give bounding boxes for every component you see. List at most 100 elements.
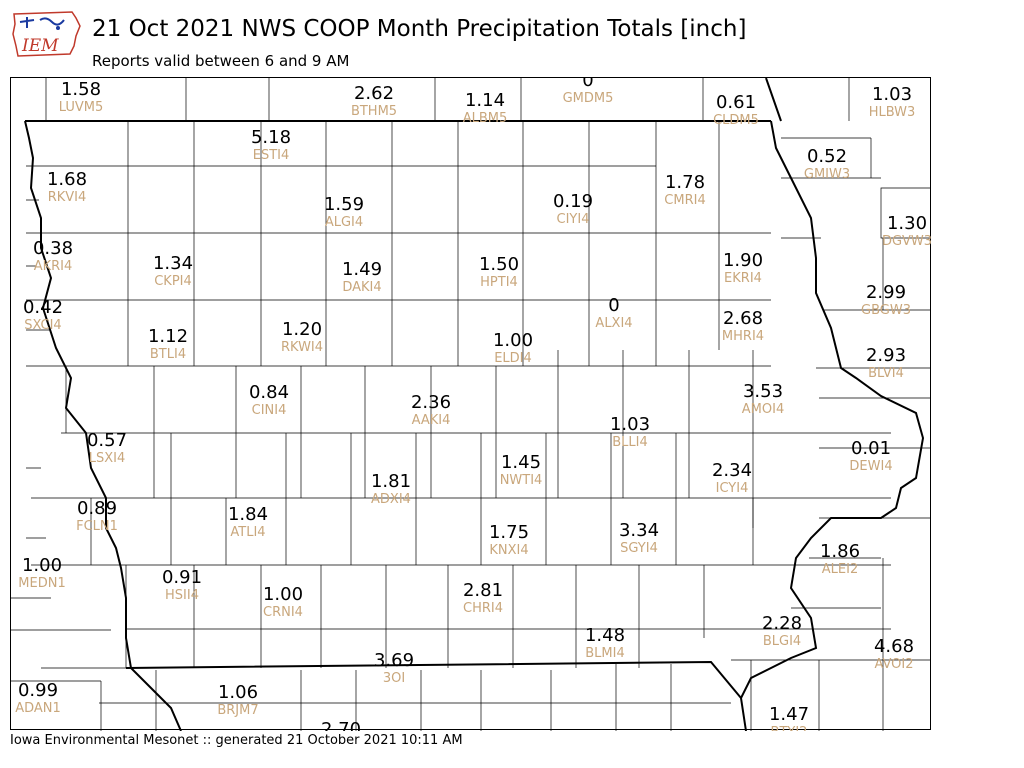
station-id-esti4: ESTI4 xyxy=(253,148,290,163)
station-value-knxi4: 1.75 xyxy=(489,522,529,543)
station-value-gbgw3: 2.99 xyxy=(866,282,906,303)
station-id-amoi4: AMOI4 xyxy=(742,402,784,417)
station-value-btyi2: 1.47 xyxy=(769,704,809,725)
station-id-akri4: AKRI4 xyxy=(34,259,73,274)
station-id-eldi4: ELDI4 xyxy=(494,351,532,366)
map-subtitle: Reports valid between 6 and 9 AM xyxy=(92,52,350,70)
station-value-brjm7: 1.06 xyxy=(218,682,258,703)
station-id-mhri4: MHRI4 xyxy=(722,329,764,344)
station-value-lsxi4: 0.57 xyxy=(87,430,127,451)
station-value-gmiw3: 0.52 xyxy=(807,146,847,167)
station-value-icyi4: 2.34 xyxy=(712,460,752,481)
wind-symbol-shape xyxy=(39,17,65,26)
station-value-mhri4: 2.68 xyxy=(723,308,763,329)
station-value-daki4: 1.49 xyxy=(342,259,382,280)
station-value-hlbw3: 1.03 xyxy=(872,84,912,105)
station-id-blgi4: BLGI4 xyxy=(763,634,801,649)
station-value-ciyi4: 0.19 xyxy=(553,191,593,212)
station-id-bthm5: BTHM5 xyxy=(351,104,397,119)
station-id-alxi4: ALXI4 xyxy=(595,316,632,331)
station-id-hpti4: HPTI4 xyxy=(480,275,518,290)
station-id-blli4: BLLI4 xyxy=(612,435,648,450)
station-value-sxci4: 0.42 xyxy=(23,297,63,318)
station-id-dewi4: DEWI4 xyxy=(849,459,892,474)
station-value-avoi2: 4.68 xyxy=(874,636,914,657)
station-value-aaki4: 2.36 xyxy=(411,392,451,413)
station-id-rkvi4: RKVI4 xyxy=(48,190,87,205)
station-value-dgvw3: 1.30 xyxy=(887,213,927,234)
station-value-algi4: 1.59 xyxy=(324,194,364,215)
station-id-3oi: 3OI xyxy=(383,671,405,686)
station-value-rkvi4: 1.68 xyxy=(47,169,87,190)
station-id-cldm5: CLDM5 xyxy=(713,113,759,128)
station-id-btyi2: BTYI2 xyxy=(771,725,808,731)
station-id-atli4: ATLI4 xyxy=(230,525,265,540)
dot-shape xyxy=(56,26,60,30)
station-id-ekri4: EKRI4 xyxy=(724,271,762,286)
iem-logo: IEM xyxy=(10,6,85,61)
station-id-gmdm5: GMDM5 xyxy=(563,91,614,106)
station-id-cini4: CINI4 xyxy=(252,403,287,418)
station-value-adxi4: 1.81 xyxy=(371,471,411,492)
station-id-sgyi4: SGYI4 xyxy=(620,541,658,556)
station-id-icyi4: ICYI4 xyxy=(716,481,749,496)
station-id-lsxi4: LSXI4 xyxy=(89,451,126,466)
station-id-aaki4: AAKI4 xyxy=(412,413,451,428)
station-id-albm5: ALBM5 xyxy=(463,111,508,126)
station-value-amoi4: 3.53 xyxy=(743,381,783,402)
station-value-btli4: 1.12 xyxy=(148,326,188,347)
station-id-gbgw3: GBGW3 xyxy=(861,303,911,318)
station-id-luvm5: LUVM5 xyxy=(59,100,104,115)
station-value-blmi4: 1.48 xyxy=(585,625,625,646)
station-value-chri4: 2.81 xyxy=(463,580,503,601)
station-value-medn1: 1.00 xyxy=(22,555,62,576)
station-id-ciyi4: CIYI4 xyxy=(557,212,590,227)
map-frame: 1.58 LUVM5 2.62 BTHM5 1.14 ALBM5 0 GMDM5 0.61 CLD… xyxy=(10,77,932,731)
station-value-ekri4: 1.90 xyxy=(723,250,763,271)
station-value-crni4: 1.00 xyxy=(263,584,303,605)
station-id-blvi4: BLVI4 xyxy=(868,366,904,381)
station-id-brjm7: BRJM7 xyxy=(217,703,258,718)
station-id-blmi4: BLMI4 xyxy=(585,646,624,661)
station-value-adan1: 0.99 xyxy=(18,680,58,701)
station-id-alei2: ALEI2 xyxy=(822,562,858,577)
station-id-daki4: DAKI4 xyxy=(342,280,381,295)
county-borders xyxy=(11,78,931,731)
station-id-ckpi4: CKPI4 xyxy=(154,274,192,289)
station-id-adxi4: ADXI4 xyxy=(371,492,411,507)
station-value-unlabeled: 2.70 xyxy=(321,719,361,731)
station-value-3oi: 3.69 xyxy=(374,650,414,671)
station-value-atli4: 1.84 xyxy=(228,504,268,525)
iem-iowa-logo-icon: IEM xyxy=(12,11,81,57)
station-value-eldi4: 1.00 xyxy=(493,330,533,351)
station-id-gmiw3: GMIW3 xyxy=(804,167,850,182)
station-value-luvm5: 1.58 xyxy=(61,79,101,100)
station-value-hsii4: 0.91 xyxy=(162,567,202,588)
station-value-hpti4: 1.50 xyxy=(479,254,519,275)
state-borders xyxy=(24,78,925,731)
station-id-hsii4: HSII4 xyxy=(165,588,199,603)
station-value-blvi4: 2.93 xyxy=(866,345,906,366)
station-value-blli4: 1.03 xyxy=(610,414,650,435)
station-value-dewi4: 0.01 xyxy=(851,438,891,459)
station-value-rkwi4: 1.20 xyxy=(282,319,322,340)
iowa-outline-shape xyxy=(12,11,81,57)
station-value-blgi4: 2.28 xyxy=(762,613,802,634)
station-id-knxi4: KNXI4 xyxy=(489,543,528,558)
iem-logo-text: IEM xyxy=(21,36,59,56)
station-id-sxci4: SXCI4 xyxy=(24,318,61,333)
station-id-btli4: BTLI4 xyxy=(150,347,186,362)
station-id-medn1: MEDN1 xyxy=(18,576,65,591)
station-value-alxi4: 0 xyxy=(608,295,619,316)
station-id-adan1: ADAN1 xyxy=(15,701,61,716)
station-id-cmri4: CMRI4 xyxy=(664,193,705,208)
station-id-avoi2: AVOI2 xyxy=(874,657,913,672)
station-value-sgyi4: 3.34 xyxy=(619,520,659,541)
station-value-cmri4: 1.78 xyxy=(665,172,705,193)
station-id-crni4: CRNI4 xyxy=(263,605,303,620)
station-id-rkwi4: RKWI4 xyxy=(281,340,323,355)
map-title: 21 Oct 2021 NWS COOP Month Precipitation… xyxy=(92,16,747,42)
station-id-algi4: ALGI4 xyxy=(325,215,363,230)
footer-credit: Iowa Environmental Mesonet :: generated … xyxy=(10,733,463,748)
